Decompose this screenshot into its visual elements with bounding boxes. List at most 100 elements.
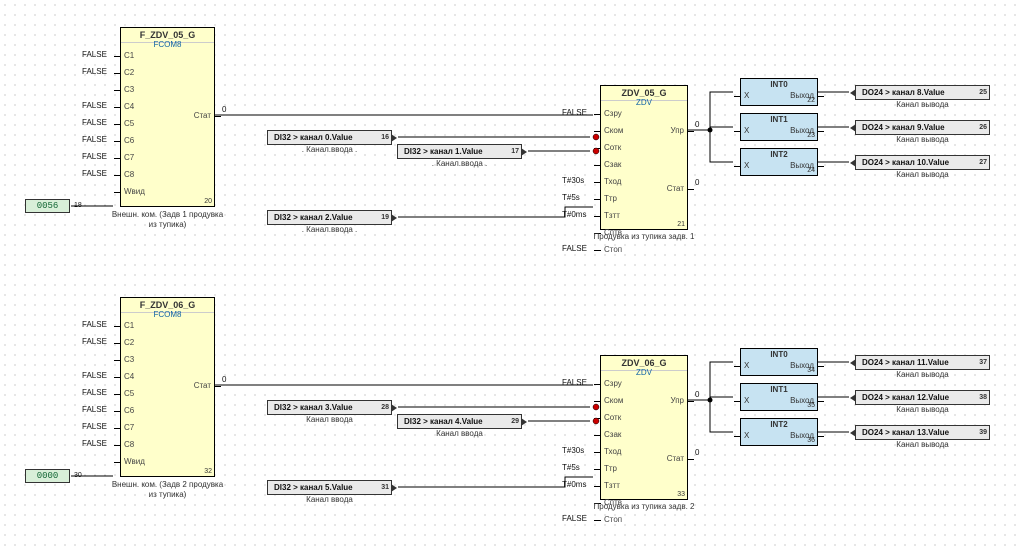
- inta0-idx: 22: [807, 97, 815, 104]
- pin-label: C1: [124, 51, 134, 61]
- pin-label: C8: [124, 170, 134, 180]
- pin-label: C5: [124, 389, 134, 399]
- inta1-idx: 23: [807, 132, 815, 139]
- dob1-idx: 38: [979, 392, 987, 403]
- doa2-text: DO24 > канал 10.Value: [862, 158, 949, 167]
- pin-stub: [114, 90, 121, 91]
- intb2-title: INT2: [741, 420, 817, 429]
- const-box-1[interactable]: 0056: [25, 199, 70, 213]
- const1-text: 0056: [37, 201, 59, 211]
- pin-stub: [817, 96, 824, 97]
- pin-label: Сзак: [604, 430, 621, 440]
- di1-idx: 16: [381, 132, 389, 143]
- di-box-2[interactable]: DI32 > канал 1.Value 17: [397, 144, 522, 159]
- int-block-a2[interactable]: INT2 X Выход 24: [740, 148, 818, 176]
- pin-stub: [114, 343, 121, 344]
- inta2-title: INT2: [741, 150, 817, 159]
- pin-stub: [214, 386, 221, 387]
- zdv2-idx: 33: [677, 491, 685, 498]
- ext-false-label: FALSE: [82, 152, 107, 162]
- pin-label: Ском: [604, 396, 623, 406]
- zdv1-upr-val: 0: [695, 120, 699, 130]
- zdv2-caption: Продувка из тупика задв. 2: [590, 502, 698, 512]
- di2-sub: . Канал.ввода .: [397, 159, 522, 169]
- pin-label: Тход: [604, 177, 621, 187]
- pin-stub: [594, 520, 601, 521]
- zdv1-stat-val: 0: [695, 178, 699, 188]
- ext-false-label: FALSE: [82, 388, 107, 398]
- inta0-title: INT0: [741, 80, 817, 89]
- fcom1-subtitle: FCOM8: [121, 40, 214, 50]
- doa0-sub: Канал вывода: [855, 100, 990, 110]
- fcom1-idx: 20: [204, 198, 212, 205]
- pin-stub: [114, 158, 121, 159]
- ext-false-label: FALSE: [82, 439, 107, 449]
- zdv1-caption: Продувка из тупика задв. 1: [590, 232, 698, 242]
- di6-sub: Канал ввода: [267, 495, 392, 505]
- di3-text: DI32 > канал 2.Value: [274, 213, 353, 222]
- pin-label: C2: [124, 338, 134, 348]
- di-box-5[interactable]: DI32 > канал 4.Value 29: [397, 414, 522, 429]
- doa1-idx: 26: [979, 122, 987, 133]
- pin-stub: [594, 486, 601, 487]
- di4-idx: 28: [381, 402, 389, 413]
- di5-text: DI32 > канал 4.Value: [404, 417, 483, 426]
- int-block-a0[interactable]: INT0 X Выход 22: [740, 78, 818, 106]
- pin-label: Упр: [670, 396, 684, 406]
- doa0-text: DO24 > канал 8.Value: [862, 88, 945, 97]
- di3-sub: . Канал.ввода .: [267, 225, 392, 235]
- ext-false-label: FALSE: [82, 337, 107, 347]
- const-box-2[interactable]: 0000: [25, 469, 70, 483]
- inta0-x: X: [744, 91, 749, 100]
- do-box-b0[interactable]: DO24 > канал 11.Value 37: [855, 355, 990, 370]
- pin-label: Тход: [604, 447, 621, 457]
- do-box-a0[interactable]: DO24 > канал 8.Value 25: [855, 85, 990, 100]
- inta2-x: X: [744, 161, 749, 170]
- ext-false-label: T#0ms: [562, 210, 586, 220]
- dob1-sub: Канал вывода: [855, 405, 990, 415]
- do-box-a2[interactable]: DO24 > канал 10.Value 27: [855, 155, 990, 170]
- pin-label: C3: [124, 85, 134, 95]
- pin-stub: [594, 165, 601, 166]
- di2-idx: 17: [511, 146, 519, 157]
- fcom-block-1[interactable]: F_ZDV_05_G FCOM8 20 C1C2C3C4C5C6C7C8Wвид…: [120, 27, 215, 207]
- pin-stub: [114, 326, 121, 327]
- fcom-block-2[interactable]: F_ZDV_06_G FCOM8 32 C1C2C3C4C5C6C7C8Wвид…: [120, 297, 215, 477]
- int-block-b0[interactable]: INT0 X Выход 34: [740, 348, 818, 376]
- int-block-a1[interactable]: INT1 X Выход 23: [740, 113, 818, 141]
- dob0-text: DO24 > канал 11.Value: [862, 358, 949, 367]
- zdv-block-1[interactable]: ZDV_05_G ZDV 21 СзруСкомСоткСзакТходТтрТ…: [600, 85, 688, 230]
- zdv-block-2[interactable]: ZDV_06_G ZDV 33 СзруСкомСоткСзакТходТтрТ…: [600, 355, 688, 500]
- di-box-4[interactable]: DI32 > канал 3.Value 28: [267, 400, 392, 415]
- pin-stub: [214, 116, 221, 117]
- pin-label: Стат: [194, 381, 211, 391]
- pin-stub: [114, 428, 121, 429]
- pin-stub: [594, 131, 601, 132]
- const2-text: 0000: [37, 471, 59, 481]
- di-box-6[interactable]: DI32 > канал 5.Value 31: [267, 480, 392, 495]
- di5-sub: Канал ввода: [397, 429, 522, 439]
- pin-label: Ттр: [604, 194, 617, 204]
- pin-stub: [114, 141, 121, 142]
- int-block-b2[interactable]: INT2 X Выход 36: [740, 418, 818, 446]
- zdv1-idx: 21: [677, 221, 685, 228]
- doa2-sub: Канал вывода: [855, 170, 990, 180]
- pin-label: Сотк: [604, 143, 621, 153]
- int-block-b1[interactable]: INT1 X Выход 35: [740, 383, 818, 411]
- doa2-idx: 27: [979, 157, 987, 168]
- pin-label: C4: [124, 102, 134, 112]
- di-box-1[interactable]: DI32 > канал 0.Value 16: [267, 130, 392, 145]
- do-box-a1[interactable]: DO24 > канал 9.Value 26: [855, 120, 990, 135]
- pin-stub: [594, 418, 601, 419]
- zdv2-upr-val: 0: [695, 390, 699, 400]
- zdv1-subtitle: ZDV: [601, 98, 687, 108]
- ext-false-label: FALSE: [82, 371, 107, 381]
- ext-false-label: FALSE: [562, 514, 587, 524]
- fcom1-stat-val: 0: [222, 105, 226, 115]
- do-box-b2[interactable]: DO24 > канал 13.Value 39: [855, 425, 990, 440]
- fcom2-stat-val: 0: [222, 375, 226, 385]
- pin-stub: [594, 435, 601, 436]
- do-box-b1[interactable]: DO24 > канал 12.Value 38: [855, 390, 990, 405]
- di-box-3[interactable]: DI32 > канал 2.Value 19: [267, 210, 392, 225]
- pin-stub: [114, 360, 121, 361]
